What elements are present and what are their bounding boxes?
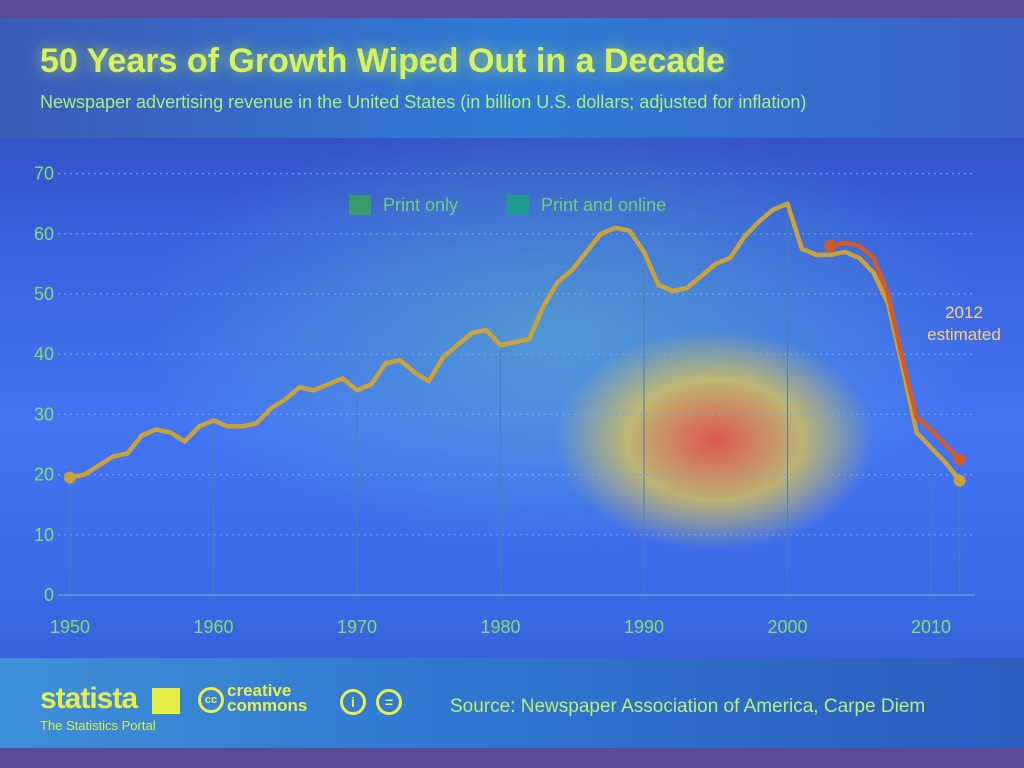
series-line-0 xyxy=(67,201,962,483)
series-0-end-point xyxy=(953,474,966,487)
line-chart: 0 10 20 30 40 50 60 70 1950 1960 1970 1980 1990 2000… xyxy=(34,164,1001,637)
series-line-1 xyxy=(828,240,962,462)
vertical-guides xyxy=(69,203,961,595)
x-tick-label-2000: 2000 xyxy=(767,617,807,637)
x-tick-label-1980: 1980 xyxy=(480,617,520,637)
legend-swatch-print-and-online xyxy=(507,195,529,215)
y-tick-label-0: 0 xyxy=(44,585,54,605)
x-tick-label-1960: 1960 xyxy=(193,617,233,637)
y-axis-ticks: 0 10 20 30 40 50 60 70 xyxy=(34,164,54,605)
top-border xyxy=(0,0,1024,18)
cc-line2: commons xyxy=(227,696,308,715)
plot-background xyxy=(0,138,1024,658)
legend-label-print-and-online: Print and online xyxy=(541,195,666,215)
creative-commons-text: creative commons xyxy=(227,681,308,715)
annotation-2012: 2012 estimated xyxy=(927,303,1001,344)
header-band xyxy=(0,18,1024,138)
x-tick-label-2010: 2010 xyxy=(911,617,951,637)
series-1-start-point xyxy=(824,239,837,252)
annotation-line2: estimated xyxy=(927,325,1001,344)
series-1-end-point xyxy=(953,453,966,466)
y-tick-label-20: 20 xyxy=(34,465,54,485)
chart-title: 50 Years of Growth Wiped Out in a Decade xyxy=(40,42,725,80)
annotation-line1: 2012 xyxy=(945,303,983,322)
legend-label-print-only: Print only xyxy=(383,195,458,215)
chart-subtitle: Newspaper advertising revenue in the Uni… xyxy=(40,92,807,112)
bottom-border xyxy=(0,748,1024,768)
series-0-start-point xyxy=(64,471,76,484)
series-lines xyxy=(64,201,966,487)
y-tick-label-40: 40 xyxy=(34,344,54,364)
legend: Print only Print and online xyxy=(349,195,666,215)
cc-line1: creative xyxy=(227,681,292,700)
gridlines xyxy=(58,172,975,536)
statista-logo: statista xyxy=(40,682,138,715)
creative-commons-icon: cc xyxy=(198,687,224,713)
x-tick-label-1970: 1970 xyxy=(337,617,377,637)
attribution-icon: i xyxy=(340,689,366,715)
y-tick-label-70: 70 xyxy=(34,164,54,184)
x-axis-ticks: 1950 1960 1970 1980 1990 2000 2010 xyxy=(50,617,951,637)
x-tick-label-1950: 1950 xyxy=(50,617,90,637)
statista-tagline: The Statistics Portal xyxy=(40,718,156,733)
y-tick-label-30: 30 xyxy=(34,404,54,424)
y-tick-label-60: 60 xyxy=(34,224,54,244)
y-tick-label-50: 50 xyxy=(34,284,54,304)
x-tick-label-1990: 1990 xyxy=(624,617,664,637)
statista-logo-icon xyxy=(152,688,180,714)
y-tick-label-10: 10 xyxy=(34,525,54,545)
legend-swatch-print-only xyxy=(349,195,371,215)
no-derivatives-icon: = xyxy=(376,689,402,715)
source-note: Source: Newspaper Association of America… xyxy=(450,696,926,717)
